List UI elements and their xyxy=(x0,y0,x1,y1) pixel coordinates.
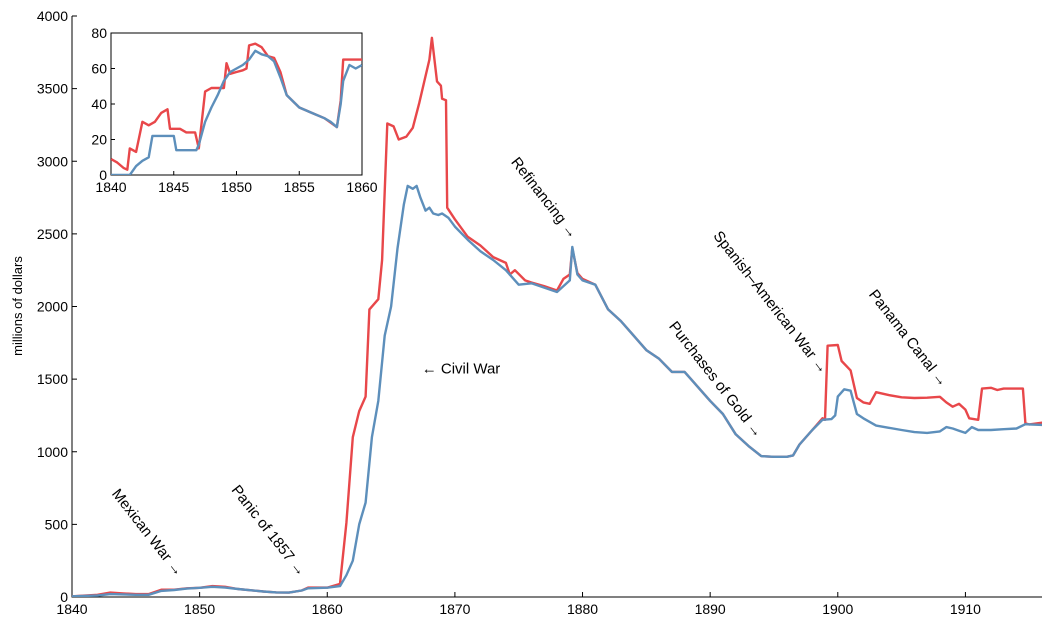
inset-x-tick-label: 1850 xyxy=(221,179,252,195)
x-tick-label: 1880 xyxy=(567,601,598,617)
inset-y-ticks: 0 20 40 60 80 xyxy=(91,25,115,183)
main-lines xyxy=(72,36,1042,597)
main-y-ticks: 0 500 1000 1500 2000 2500 3000 3500 4000 xyxy=(37,8,77,605)
main-x-ticks: 1840 1850 1860 1870 1880 1890 1900 1910 xyxy=(56,592,981,617)
main-series-line-2 xyxy=(72,184,1042,597)
inset-y-tick-label: 0 xyxy=(99,167,107,183)
x-tick-label: 1910 xyxy=(950,601,981,617)
x-tick-label: 1850 xyxy=(184,601,215,617)
inset-y-tick-label: 80 xyxy=(91,25,107,41)
inset-x-tick-label: 1845 xyxy=(158,179,189,195)
y-tick-label: 1500 xyxy=(37,371,68,387)
y-tick-label: 2000 xyxy=(37,299,68,315)
inset-y-tick-label: 20 xyxy=(91,132,107,148)
inset-x-tick-label: 1855 xyxy=(284,179,315,195)
y-tick-label: 3000 xyxy=(37,153,68,169)
inset-x-tick-label: 1860 xyxy=(346,179,377,195)
inset-y-tick-label: 60 xyxy=(91,61,107,77)
y-tick-label: 2500 xyxy=(37,226,68,242)
annotation-civil-war: ← Civil War xyxy=(422,360,501,377)
y-tick-label: 3500 xyxy=(37,81,68,97)
inset-x-ticks: 1840 1845 1850 1855 1860 xyxy=(95,171,378,195)
y-tick-label: 0 xyxy=(60,589,68,605)
x-tick-label: 1860 xyxy=(312,601,343,617)
x-tick-label: 1900 xyxy=(822,601,853,617)
x-tick-label: 1890 xyxy=(695,601,726,617)
inset-lines xyxy=(111,42,362,175)
inset-plot: 0 20 40 60 80 1840 1845 1850 1855 1860 xyxy=(91,25,377,195)
inset-x-tick-label: 1840 xyxy=(95,179,126,195)
y-tick-label: 500 xyxy=(45,516,69,532)
y-tick-label: 1000 xyxy=(37,444,68,460)
inset-series-line-2 xyxy=(111,49,362,175)
inset-y-tick-label: 40 xyxy=(91,96,107,112)
y-tick-label: 4000 xyxy=(37,8,68,24)
y-axis-label: millions of dollars xyxy=(10,256,25,356)
x-tick-label: 1870 xyxy=(439,601,470,617)
x-tick-label: 1840 xyxy=(56,601,87,617)
